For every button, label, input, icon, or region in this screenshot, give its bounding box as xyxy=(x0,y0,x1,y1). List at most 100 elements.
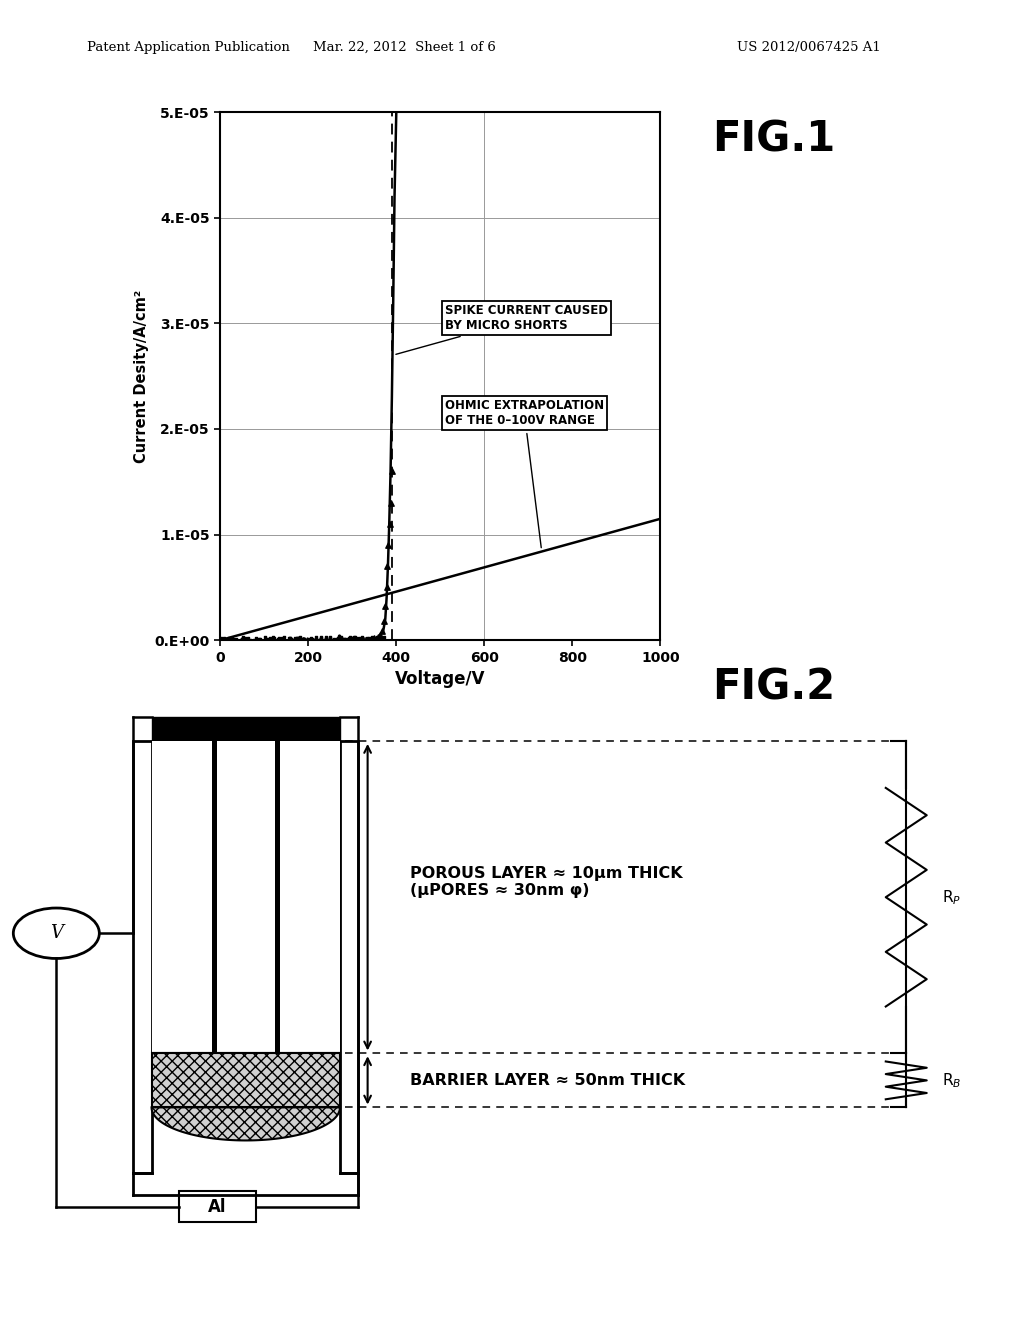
Point xyxy=(273,628,290,649)
Point xyxy=(365,627,381,648)
Point xyxy=(300,630,316,651)
Text: R$_P$: R$_P$ xyxy=(942,888,962,907)
Point xyxy=(267,628,284,649)
Point xyxy=(299,630,315,651)
Bar xyxy=(212,741,217,1053)
Text: FIG.1: FIG.1 xyxy=(712,119,835,161)
Point xyxy=(300,630,316,651)
Point xyxy=(234,627,251,648)
Point xyxy=(306,628,323,649)
X-axis label: Voltage/V: Voltage/V xyxy=(395,671,485,688)
Point xyxy=(323,627,339,648)
Point xyxy=(263,630,280,651)
Point xyxy=(262,628,279,649)
Point xyxy=(350,627,367,648)
Point xyxy=(263,628,280,649)
Point xyxy=(341,628,357,649)
Point xyxy=(342,628,358,649)
Point xyxy=(312,627,329,648)
Point xyxy=(333,627,349,648)
Y-axis label: Current Desity/A/cm²: Current Desity/A/cm² xyxy=(134,289,148,463)
Point xyxy=(221,627,238,648)
Point xyxy=(346,627,362,648)
Point xyxy=(369,627,385,648)
Point xyxy=(272,627,289,648)
Point xyxy=(268,630,285,651)
Point xyxy=(334,628,350,649)
Point xyxy=(376,627,392,648)
Point xyxy=(311,630,328,651)
Point xyxy=(331,627,347,648)
Point xyxy=(380,535,396,556)
Point xyxy=(296,628,312,649)
Point xyxy=(336,628,352,649)
Point xyxy=(323,630,339,651)
Point xyxy=(323,630,339,651)
Point xyxy=(347,628,364,649)
Point xyxy=(242,630,258,651)
Point xyxy=(273,630,290,651)
Point xyxy=(304,630,321,651)
Point xyxy=(362,628,379,649)
Point xyxy=(268,630,285,651)
Point xyxy=(300,630,316,651)
Point xyxy=(308,627,325,648)
Point xyxy=(352,628,369,649)
Point xyxy=(263,628,280,649)
Point xyxy=(379,556,395,577)
Point xyxy=(295,628,311,649)
Point xyxy=(321,628,337,649)
Bar xyxy=(133,741,152,1173)
Point xyxy=(299,628,315,649)
Text: R$_B$: R$_B$ xyxy=(942,1071,962,1090)
Circle shape xyxy=(13,908,99,958)
Point xyxy=(292,628,308,649)
Point xyxy=(270,630,287,651)
Point xyxy=(289,627,305,648)
Point xyxy=(362,628,379,649)
Point xyxy=(261,628,278,649)
Point xyxy=(246,630,262,651)
Point xyxy=(224,628,241,649)
Point xyxy=(349,628,366,649)
Text: Patent Application Publication: Patent Application Publication xyxy=(87,41,290,54)
Point xyxy=(365,627,381,648)
Point xyxy=(371,630,387,651)
Point xyxy=(342,627,358,648)
Point xyxy=(343,628,359,649)
Text: US 2012/0067425 A1: US 2012/0067425 A1 xyxy=(737,41,881,54)
Point xyxy=(302,630,318,651)
Text: FIG.2: FIG.2 xyxy=(712,667,835,709)
Point xyxy=(361,628,378,649)
Point xyxy=(346,628,362,649)
Point xyxy=(293,628,309,649)
Point xyxy=(291,627,307,648)
Point xyxy=(360,627,377,648)
Point xyxy=(294,628,310,649)
Point xyxy=(293,628,309,649)
Point xyxy=(348,628,365,649)
Point xyxy=(224,627,241,648)
Point xyxy=(296,628,312,649)
Point xyxy=(372,624,388,645)
Point xyxy=(372,628,388,649)
Point xyxy=(240,627,256,648)
Point xyxy=(223,630,240,651)
Point xyxy=(356,627,373,648)
Bar xyxy=(340,741,358,1173)
Point xyxy=(288,630,304,651)
Point xyxy=(257,627,273,648)
Point xyxy=(342,627,358,648)
Point xyxy=(283,628,299,649)
Point xyxy=(290,627,306,648)
Point xyxy=(281,628,297,649)
Point xyxy=(213,627,229,648)
Point xyxy=(299,628,315,649)
Point xyxy=(266,627,283,648)
Point xyxy=(368,627,384,648)
Point xyxy=(261,628,278,649)
Point xyxy=(369,628,385,649)
Point xyxy=(370,628,386,649)
Point xyxy=(304,628,321,649)
Point xyxy=(282,628,298,649)
